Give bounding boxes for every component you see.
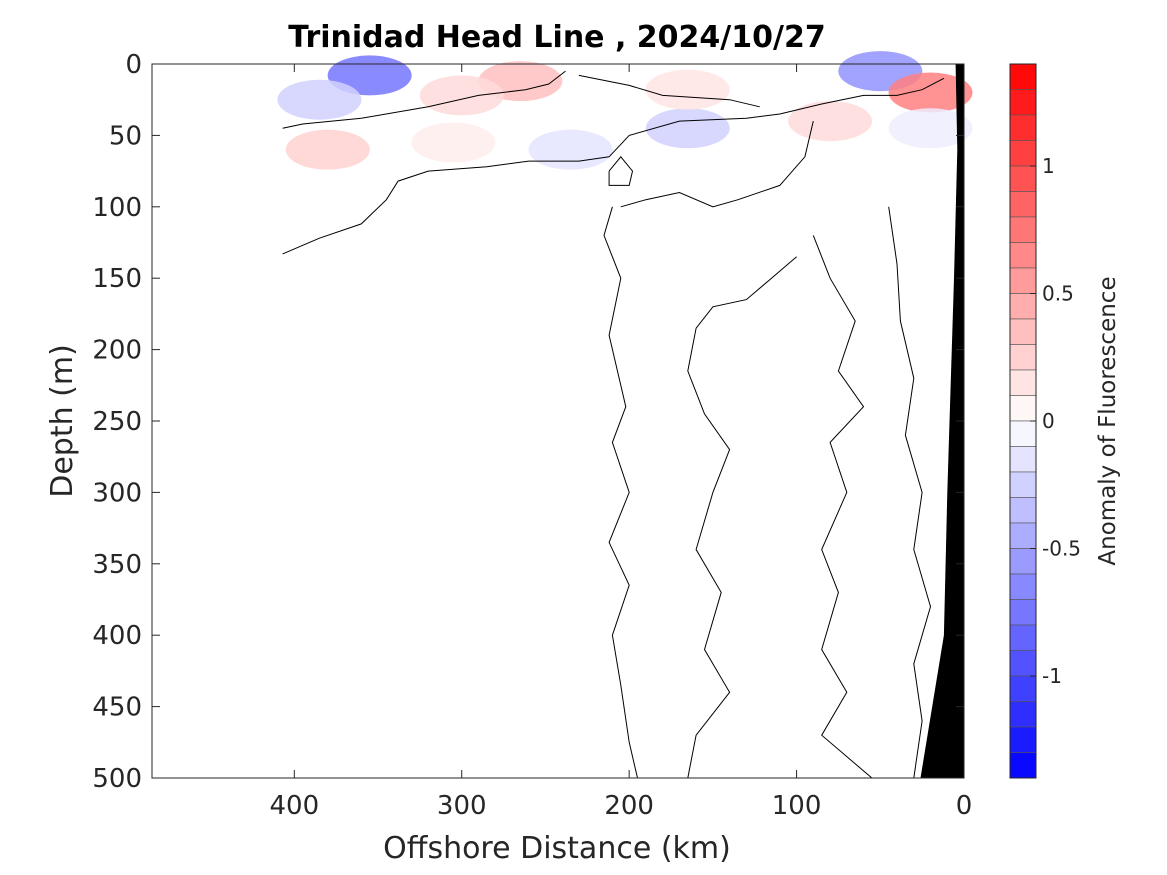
colorbar-tick-label: -1 xyxy=(1042,664,1062,688)
colorbar-tick-label: -0.5 xyxy=(1042,537,1081,561)
plot-area: 400 300 200 100 0 0 50 100 150 200 250 300 350 400 45… xyxy=(92,50,973,821)
colorbar-swatch xyxy=(1009,624,1037,651)
anomaly-patch xyxy=(888,108,973,149)
zero-contour-line xyxy=(888,206,932,779)
colorbar-swatch xyxy=(1009,369,1037,396)
colorbar-swatch xyxy=(1009,63,1037,90)
anomaly-patch xyxy=(419,75,504,116)
colorbar-swatch xyxy=(1009,318,1037,345)
bathymetry-shelf xyxy=(920,64,964,778)
colorbar-swatch xyxy=(1009,548,1037,575)
zero-contours xyxy=(282,70,945,779)
anomaly-patch xyxy=(528,129,613,170)
y-axis-label: Depth (m) xyxy=(45,344,80,498)
colorbar-swatch xyxy=(1009,497,1037,524)
anomaly-patch xyxy=(411,122,496,163)
y-tick-label: 100 xyxy=(92,193,142,223)
zero-contour-line xyxy=(578,74,760,108)
y-tick-label: 500 xyxy=(92,764,142,794)
y-tick-label: 200 xyxy=(92,336,142,366)
colorbar-swatch xyxy=(1009,573,1037,600)
zero-contour-line xyxy=(608,156,634,186)
y-tick-label: 250 xyxy=(92,407,142,437)
colorbar-label: Anomaly of Fluorescence xyxy=(1095,276,1121,565)
zero-contour-line xyxy=(687,256,797,779)
anomaly-patch xyxy=(788,101,873,142)
colorbar-swatch xyxy=(1009,165,1037,192)
colorbar-swatch xyxy=(1009,395,1037,422)
colorbar-swatch xyxy=(1009,420,1037,447)
y-tick-label: 400 xyxy=(92,621,142,651)
y-axis: 0 50 100 150 200 250 300 350 400 450 500 xyxy=(92,50,964,794)
zero-contour-line xyxy=(282,70,566,129)
anomaly-patch xyxy=(277,79,362,120)
colorbar-tick-label: 0 xyxy=(1042,409,1055,433)
zero-contour-line xyxy=(282,77,945,255)
y-tick-label: 300 xyxy=(92,478,142,508)
colorbar-swatch xyxy=(1009,191,1037,218)
colorbar-swatch xyxy=(1009,675,1037,702)
zero-contour-line xyxy=(603,206,638,779)
y-tick-label: 150 xyxy=(92,264,142,294)
colorbar-swatch xyxy=(1009,344,1037,371)
colorbar-swatch xyxy=(1009,89,1037,116)
y-tick-label: 50 xyxy=(109,121,142,151)
x-tick-label: 100 xyxy=(772,791,822,821)
plot-background xyxy=(152,64,964,778)
colorbar-swatch xyxy=(1009,216,1037,243)
x-tick-label: 0 xyxy=(956,791,973,821)
zero-contour-line xyxy=(812,235,873,779)
y-tick-label: 450 xyxy=(92,693,142,723)
colorbar-swatch xyxy=(1009,752,1037,779)
colorbar-swatch xyxy=(1009,267,1037,294)
y-tick-label: 350 xyxy=(92,550,142,580)
anomaly-patch xyxy=(888,72,973,113)
x-tick-label: 200 xyxy=(604,791,654,821)
colorbar-swatch xyxy=(1009,650,1037,677)
colorbar-swatch xyxy=(1009,140,1037,167)
chart-title: Trinidad Head Line , 2024/10/27 xyxy=(288,20,825,55)
anomaly-patch xyxy=(285,129,370,170)
colorbar-swatch xyxy=(1009,599,1037,626)
colorbar-tick-label: 0.5 xyxy=(1042,282,1074,306)
colorbar-swatch xyxy=(1009,471,1037,498)
colorbar-swatch xyxy=(1009,242,1037,269)
anomaly-patch xyxy=(645,69,730,110)
colorbar-tick-label: 1 xyxy=(1042,154,1055,178)
colorbar-swatch xyxy=(1009,114,1037,141)
colorbar-ticks: 1 0.5 0 -0.5 -1 xyxy=(1030,154,1081,688)
colorbar-swatch xyxy=(1009,726,1037,753)
x-tick-label: 400 xyxy=(269,791,319,821)
colorbar-swatch xyxy=(1009,701,1037,728)
y-tick-label: 0 xyxy=(125,50,142,80)
colorbar-swatch xyxy=(1009,522,1037,549)
anomaly-field xyxy=(277,51,973,170)
colorbar: 1 0.5 0 -0.5 -1 Anomaly of Fluorescence xyxy=(1009,63,1121,779)
x-axis: 400 300 200 100 0 xyxy=(269,64,972,821)
zero-contour-line xyxy=(620,120,814,208)
anomaly-patch xyxy=(645,108,730,149)
x-axis-label: Offshore Distance (km) xyxy=(383,831,731,866)
x-tick-label: 300 xyxy=(437,791,487,821)
colorbar-swatch xyxy=(1009,293,1037,320)
colorbar-swatch xyxy=(1009,446,1037,473)
